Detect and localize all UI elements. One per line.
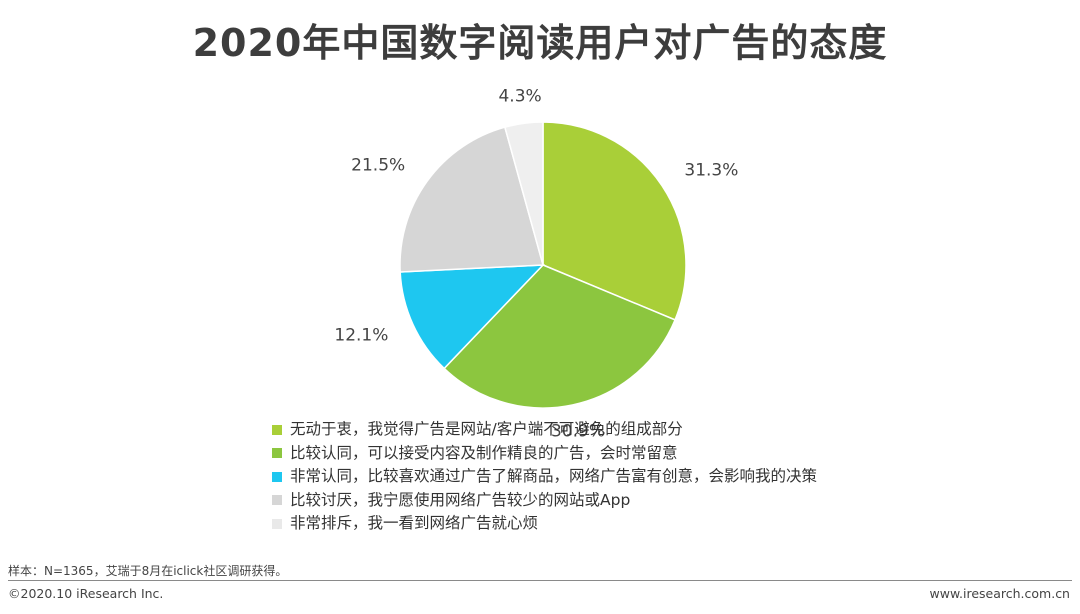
chart-title: 2020年中国数字阅读用户对广告的态度	[192, 21, 888, 65]
slice-value-label: 30.9%	[551, 421, 605, 441]
pie-slice-3	[399, 264, 545, 370]
legend-label: 非常认同，比较喜欢通过广告了解商品，网络广告富有创意，会影响我的决策	[290, 467, 818, 485]
legend-item: 比较认同，可以接受内容及制作精良的广告，会时常留意	[272, 442, 817, 466]
legend-item: 比较讨厌，我宁愿使用网络广告较少的网站或App	[272, 489, 817, 513]
slice-value-label: 21.5%	[351, 155, 405, 175]
legend: 无动于衷，我觉得广告是网站/客户端不可避免的组成部分 比较认同，可以接受内容及制作…	[272, 418, 817, 536]
slice-value-label: 4.3%	[498, 87, 541, 107]
footer-divider	[8, 580, 1072, 581]
slice-value-label: 31.3%	[684, 161, 738, 181]
pie-slice-5	[503, 121, 544, 266]
sample-note: 样本：N=1365，艾瑞于8月在iclick社区调研获得。	[8, 564, 288, 578]
legend-item: 非常认同，比较喜欢通过广告了解商品，网络广告富有创意，会影响我的决策	[272, 465, 817, 489]
legend-swatch	[272, 495, 282, 506]
website-url: www.iresearch.com.cn	[929, 586, 1071, 601]
legend-swatch	[272, 448, 282, 459]
legend-item: 非常排斥，我一看到网络广告就心烦	[272, 512, 817, 536]
pie-slice-4	[399, 126, 544, 273]
legend-label: 比较认同，可以接受内容及制作精良的广告，会时常留意	[290, 443, 678, 462]
pie-slice-1	[542, 121, 687, 321]
copyright-text: ©2020.10 iResearch Inc.	[8, 586, 164, 601]
legend-item: 无动于衷，我觉得广告是网站/客户端不可避免的组成部分	[272, 418, 817, 442]
legend-label: 无动于衷，我觉得广告是网站/客户端不可避免的组成部分	[290, 420, 683, 438]
pie-slice-2	[443, 264, 677, 409]
slice-value-label: 12.1%	[334, 326, 388, 346]
legend-label: 比较讨厌，我宁愿使用网络广告较少的网站或App	[290, 490, 631, 509]
legend-swatch	[272, 518, 282, 529]
legend-label: 非常排斥，我一看到网络广告就心烦	[290, 514, 539, 532]
legend-swatch	[272, 471, 282, 482]
legend-swatch	[272, 424, 282, 435]
